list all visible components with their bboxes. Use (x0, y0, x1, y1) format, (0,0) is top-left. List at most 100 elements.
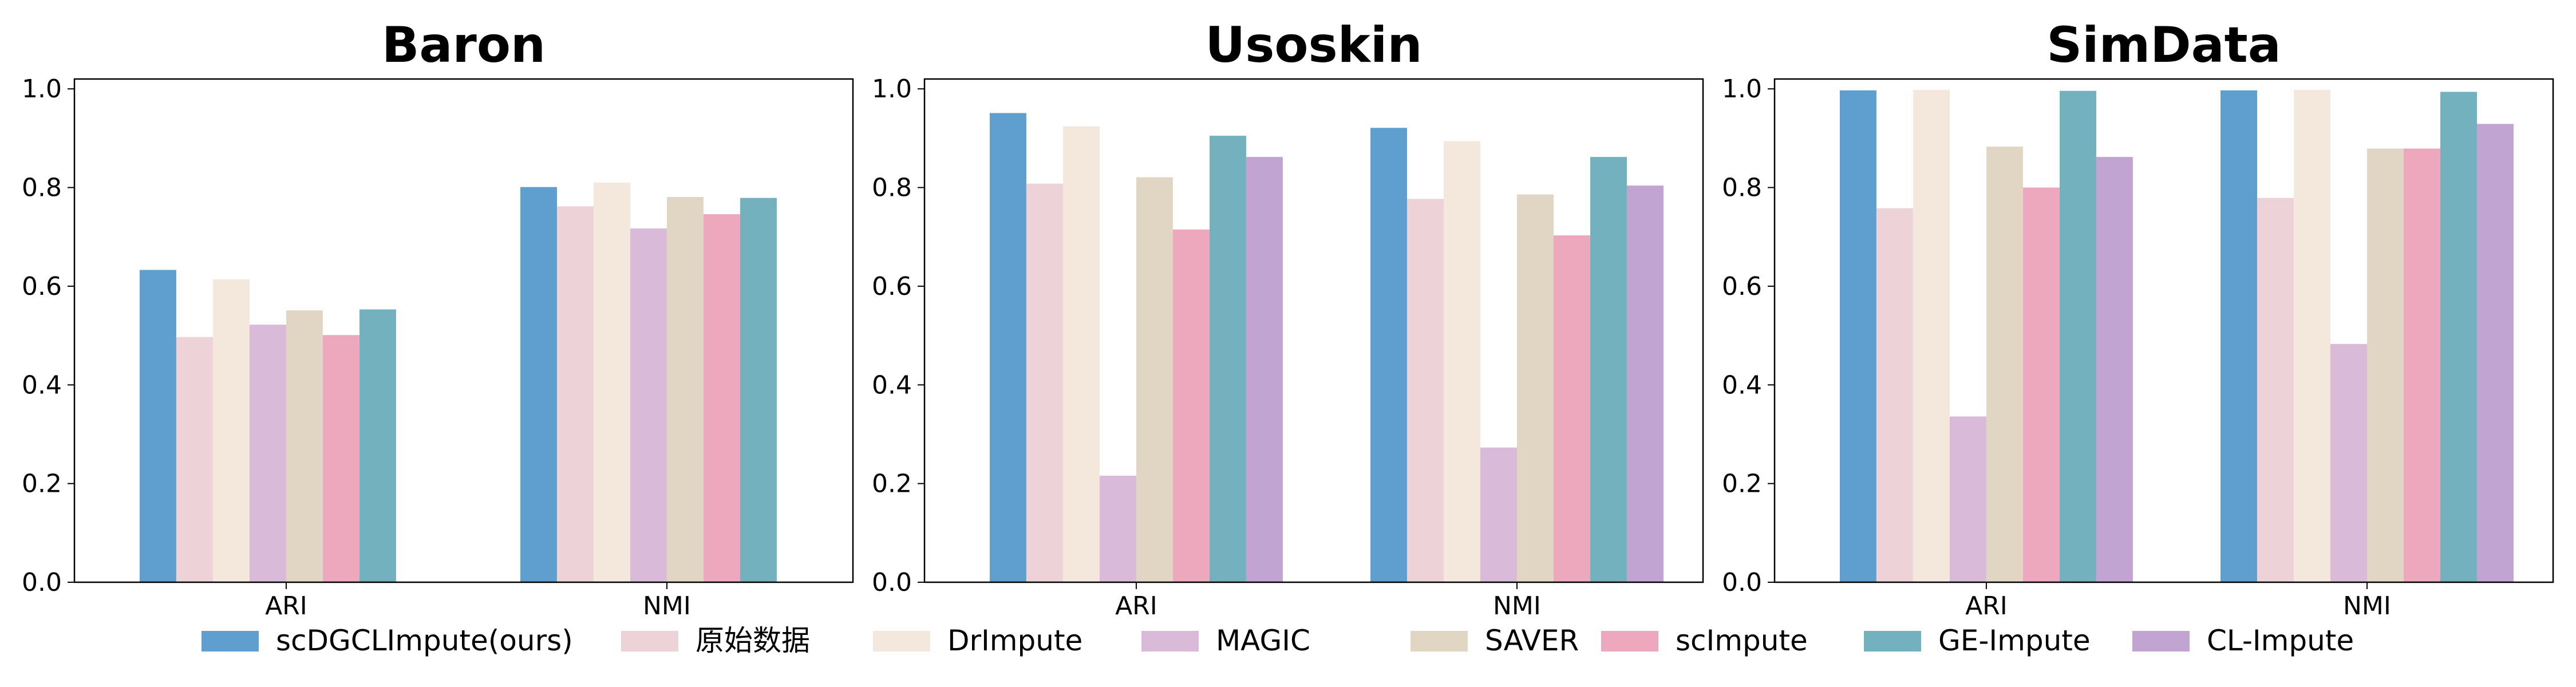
bar-nmi-series-1 (1370, 128, 1407, 583)
bar-nmi-series-6 (2403, 148, 2440, 583)
bar-nmi-series-3 (593, 182, 630, 582)
y-tick-label: 0.8 (872, 173, 912, 203)
legend-label: MAGIC (1216, 624, 1310, 657)
legend-swatch (2132, 631, 2190, 652)
legend-item-6: scImpute (1601, 624, 1808, 657)
bar-nmi-series-2 (1406, 199, 1444, 582)
y-tick-label: 0.0 (872, 568, 912, 597)
bar-nmi-series-7 (740, 198, 777, 582)
bar-ari-series-1 (139, 270, 176, 582)
bar-ari-series-5 (1986, 147, 2023, 582)
y-tick-label: 0.4 (22, 370, 62, 400)
bar-ari-series-8 (2096, 157, 2133, 582)
bar-nmi-series-8 (1626, 185, 1664, 582)
x-tick-label-ari: ARI (265, 591, 307, 621)
bar-nmi-series-3 (1443, 141, 1480, 583)
legend-label: CL-Impute (2207, 624, 2354, 657)
bar-ari-series-6 (2022, 187, 2060, 582)
bar-ari-series-2 (176, 337, 213, 582)
y-tick-label: 0.8 (22, 173, 62, 203)
bar-ari-series-4 (249, 325, 286, 582)
bar-ari-series-3 (1062, 126, 1100, 582)
legend-item-8: CL-Impute (2132, 624, 2354, 657)
legend-item-3: DrImpute (873, 624, 1082, 657)
chart-panel-baron: Baron ARI NMI 0.0 0.2 0.4 0.6 0.8 1.0 (22, 17, 854, 621)
legend-swatch (873, 631, 930, 652)
y-tick-label: 0.2 (1722, 469, 1762, 499)
legend-item-1: scDGCLImpute(ours) (202, 624, 573, 657)
y-tick-label: 1.0 (872, 74, 912, 104)
legend-swatch (202, 631, 259, 652)
y-tick-label: 0.8 (1722, 173, 1762, 203)
bar-nmi-series-7 (2440, 92, 2477, 582)
bar-ari-series-3 (1913, 89, 1950, 583)
y-tick-label: 0.6 (872, 272, 912, 301)
legend-item-2: 原始数据 (621, 624, 810, 657)
x-tick-label-nmi: NMI (1493, 591, 1541, 621)
x-tick-label-ari: ARI (1965, 591, 2008, 621)
legend-label: DrImpute (947, 624, 1082, 657)
bar-ari-series-4 (1099, 475, 1136, 582)
bar-nmi-series-7 (1590, 157, 1627, 582)
bar-ari-series-2 (1876, 208, 1913, 582)
legend-item-5: SAVER (1411, 624, 1579, 657)
y-tick-label: 1.0 (22, 74, 62, 104)
bar-nmi-series-3 (2293, 89, 2330, 583)
y-tick-label: 0.4 (872, 370, 912, 400)
y-tick-label: 0.0 (22, 568, 62, 597)
bar-nmi-series-2 (2257, 198, 2294, 582)
bar-ari-series-7 (1209, 136, 1246, 583)
bar-nmi-series-5 (1516, 194, 1554, 582)
bar-ari-series-5 (1136, 177, 1173, 582)
bar-ari-series-1 (1839, 90, 1876, 583)
bar-ari-series-5 (286, 310, 323, 582)
bar-nmi-series-6 (703, 214, 740, 582)
bar-ari-series-4 (1949, 416, 1986, 582)
legend-label: SAVER (1485, 624, 1579, 657)
bar-ari-series-7 (2059, 90, 2096, 582)
bar-nmi-series-1 (520, 187, 557, 583)
y-tick-label: 0.4 (1722, 370, 1762, 400)
bar-nmi-series-5 (666, 196, 704, 582)
chart-title: Baron (382, 17, 546, 74)
y-tick-label: 0.2 (872, 469, 912, 499)
plot-frame (923, 78, 1704, 583)
plot-frame (73, 78, 854, 583)
bar-nmi-series-4 (2330, 344, 2367, 582)
y-tick-label: 0.6 (22, 272, 62, 301)
bar-ari-series-6 (1172, 229, 1210, 582)
legend-label: scImpute (1676, 624, 1808, 657)
plot-frame (1773, 78, 2554, 583)
bar-nmi-series-6 (1553, 235, 1590, 582)
bar-nmi-series-5 (2366, 148, 2404, 583)
chart-panels: Baron ARI NMI 0.0 0.2 0.4 0.6 0.8 1.0 Usoskin ARI N… (22, 17, 2554, 621)
legend-item-4: MAGIC (1141, 624, 1310, 657)
legend-swatch (621, 631, 678, 652)
y-tick-label: 0.2 (22, 469, 62, 499)
legend-label: GE-Impute (1938, 624, 2091, 657)
x-tick-label-nmi: NMI (643, 591, 691, 621)
bar-ari-series-7 (359, 309, 396, 582)
bar-nmi-series-1 (2220, 90, 2257, 583)
x-tick-label-nmi: NMI (2343, 591, 2391, 621)
bar-nmi-series-2 (556, 206, 594, 582)
bar-nmi-series-4 (1480, 447, 1517, 582)
bar-ari-series-3 (212, 279, 250, 582)
legend-item-7: GE-Impute (1864, 624, 2091, 657)
legend-swatch (1601, 631, 1658, 652)
legend-swatch (1864, 631, 1921, 652)
legend-label: scDGCLImpute(ours) (276, 624, 573, 657)
legend-label: 原始数据 (696, 624, 810, 657)
legend-swatch (1411, 631, 1468, 652)
y-tick-label: 0.0 (1722, 568, 1762, 597)
chart-panel-usoskin: Usoskin ARI NMI 0.0 0.2 0.4 0.6 0.8 1.0 (872, 17, 1704, 621)
legend: scDGCLImpute(ours) 原始数据 DrImpute MAGIC SAVER… (202, 624, 2354, 657)
chart-title: SimData (2046, 17, 2281, 74)
bar-nmi-series-4 (630, 228, 667, 582)
bar-ari-series-2 (1026, 183, 1063, 583)
chart-title: Usoskin (1205, 17, 1422, 74)
bar-ari-series-8 (1246, 157, 1283, 582)
x-tick-label-ari: ARI (1115, 591, 1157, 621)
chart-panel-simdata: SimData ARI NMI 0.0 0.2 0.4 0.6 0.8 1.0 (1722, 17, 2554, 621)
